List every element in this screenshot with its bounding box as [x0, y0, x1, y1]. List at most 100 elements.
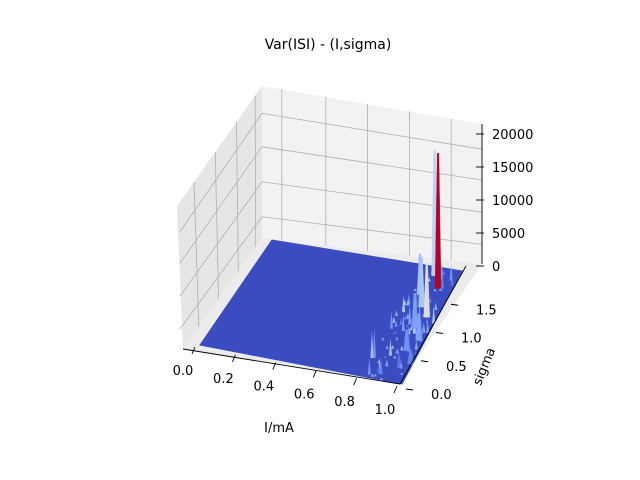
ridge-spike: [385, 359, 389, 367]
grid-lines: [179, 89, 483, 330]
ridge-spike: [367, 358, 371, 375]
ridge-spike: [399, 316, 403, 326]
surface-peak-7: [403, 329, 410, 351]
ridge-spike: [396, 365, 401, 368]
back-grid-z-2: [261, 181, 483, 213]
side-grid-y-2: [236, 121, 239, 272]
side-grid-z-3: [179, 216, 263, 330]
x-tick-label-3: 0.6: [294, 387, 315, 402]
ridge-spike: [405, 324, 409, 327]
x-tick-label-5: 1.0: [375, 403, 396, 418]
z-tick-label-0: 0: [492, 260, 500, 275]
z-tick-label-2: 10000: [492, 194, 533, 209]
ridge-spike: [370, 331, 374, 358]
ridge-spike: [400, 345, 404, 351]
ridge-spike: [426, 320, 430, 334]
x-tick-mark-2: [272, 362, 277, 370]
ridge-spike: [381, 336, 385, 341]
x-axis-line: [182, 348, 401, 385]
z-tick-label-1: 5000: [492, 227, 525, 242]
side-grid-y-1: [214, 151, 219, 300]
ridge-spike: [393, 331, 397, 334]
back-grid-z-0: [261, 112, 483, 150]
ridge-spike: [394, 310, 399, 316]
back-pane: [262, 86, 482, 264]
x-tick-label-1: 0.2: [213, 372, 234, 387]
ridge-spike: [397, 348, 401, 368]
surface: [199, 150, 463, 385]
axes: [182, 124, 484, 394]
ridge-spike: [434, 302, 438, 310]
ridge-spike: [373, 373, 377, 377]
ridge-spike: [385, 344, 389, 350]
y-tick-label-2: 1.0: [461, 332, 482, 347]
y-tick-mark-2: [435, 332, 444, 334]
y-tick-mark-3: [450, 303, 459, 306]
x-tick-label-0: 0.0: [173, 364, 194, 379]
ridge-spike: [392, 316, 396, 323]
ridge-spike: [402, 295, 406, 313]
back-grid-z-3: [261, 216, 483, 245]
ridge-spike: [413, 288, 417, 291]
ridge-spike: [390, 345, 395, 349]
ridge-spike: [372, 328, 376, 358]
y-tick-label-3: 1.5: [476, 303, 497, 318]
ridge-spike: [377, 361, 381, 374]
side-grid-z-0: [179, 113, 263, 232]
y-tick-label-0: 0.0: [431, 388, 452, 403]
y-axis-label: sigma: [470, 346, 499, 388]
ridge-spike: [370, 373, 374, 377]
ridge-spike: [379, 359, 383, 375]
x-axis-label: I/mA: [264, 421, 294, 436]
ridge-spike: [389, 310, 394, 329]
back-grid-z-1: [261, 146, 483, 181]
ridge-spike: [401, 314, 405, 331]
surface-peak-5: [411, 292, 419, 328]
y-tick-mark-0: [405, 388, 414, 391]
ridge-spike: [395, 336, 399, 341]
ridge-spike: [440, 270, 444, 289]
x-tick-mark-3: [312, 370, 317, 378]
side-pane: [177, 86, 262, 349]
x-tick-mark-5: [393, 385, 398, 394]
ridge-spike: [450, 272, 454, 286]
ridge-spike: [383, 355, 387, 359]
surface-peak-4: [423, 262, 430, 318]
chart-title: Var(ISI) - (I,sigma): [265, 37, 392, 53]
ridge-spike: [407, 326, 411, 335]
ridge-spike: [442, 269, 446, 276]
side-grid-z-1: [179, 146, 263, 264]
side-grid-z-2: [179, 181, 263, 297]
ridge-spike: [433, 288, 437, 292]
surface-peak-6: [415, 313, 422, 341]
ridge-spike: [432, 305, 436, 324]
x-tick-label-4: 0.8: [334, 395, 355, 410]
tick-labels: 0.0 0.2 0.4 0.6 0.8 1.0 0.0 0.5 1.0 1.5 0 5000 10000…: [173, 128, 534, 418]
y-tick-mark-1: [420, 360, 429, 363]
ridge-spike: [379, 377, 383, 380]
z-tick-label-3: 15000: [492, 161, 533, 176]
ridge-spike: [394, 320, 398, 327]
ridge-spike: [406, 299, 410, 306]
x-tick-mark-4: [353, 378, 358, 386]
ridge-spike: [428, 297, 432, 303]
surface-peak-3: [418, 256, 425, 308]
ridge-spike: [422, 322, 426, 333]
ridge-spike: [393, 356, 397, 359]
ridge-spike: [403, 315, 407, 320]
z-tick-label-4: 20000: [492, 128, 533, 143]
y-tick-label-1: 0.5: [446, 360, 467, 375]
ridge-spike: [414, 340, 418, 350]
ridge-spike: [408, 303, 412, 325]
x-tick-mark-1: [231, 354, 236, 362]
ridge-spike: [409, 325, 413, 331]
ridge-spike: [388, 338, 393, 356]
surface-peak-1: [434, 153, 442, 289]
x-tick-mark-0: [191, 346, 196, 355]
ridge-spike: [400, 372, 404, 375]
surface-base-plane: [199, 239, 463, 385]
ridge-spike: [399, 359, 403, 369]
x-tick-label-2: 0.4: [253, 380, 274, 395]
